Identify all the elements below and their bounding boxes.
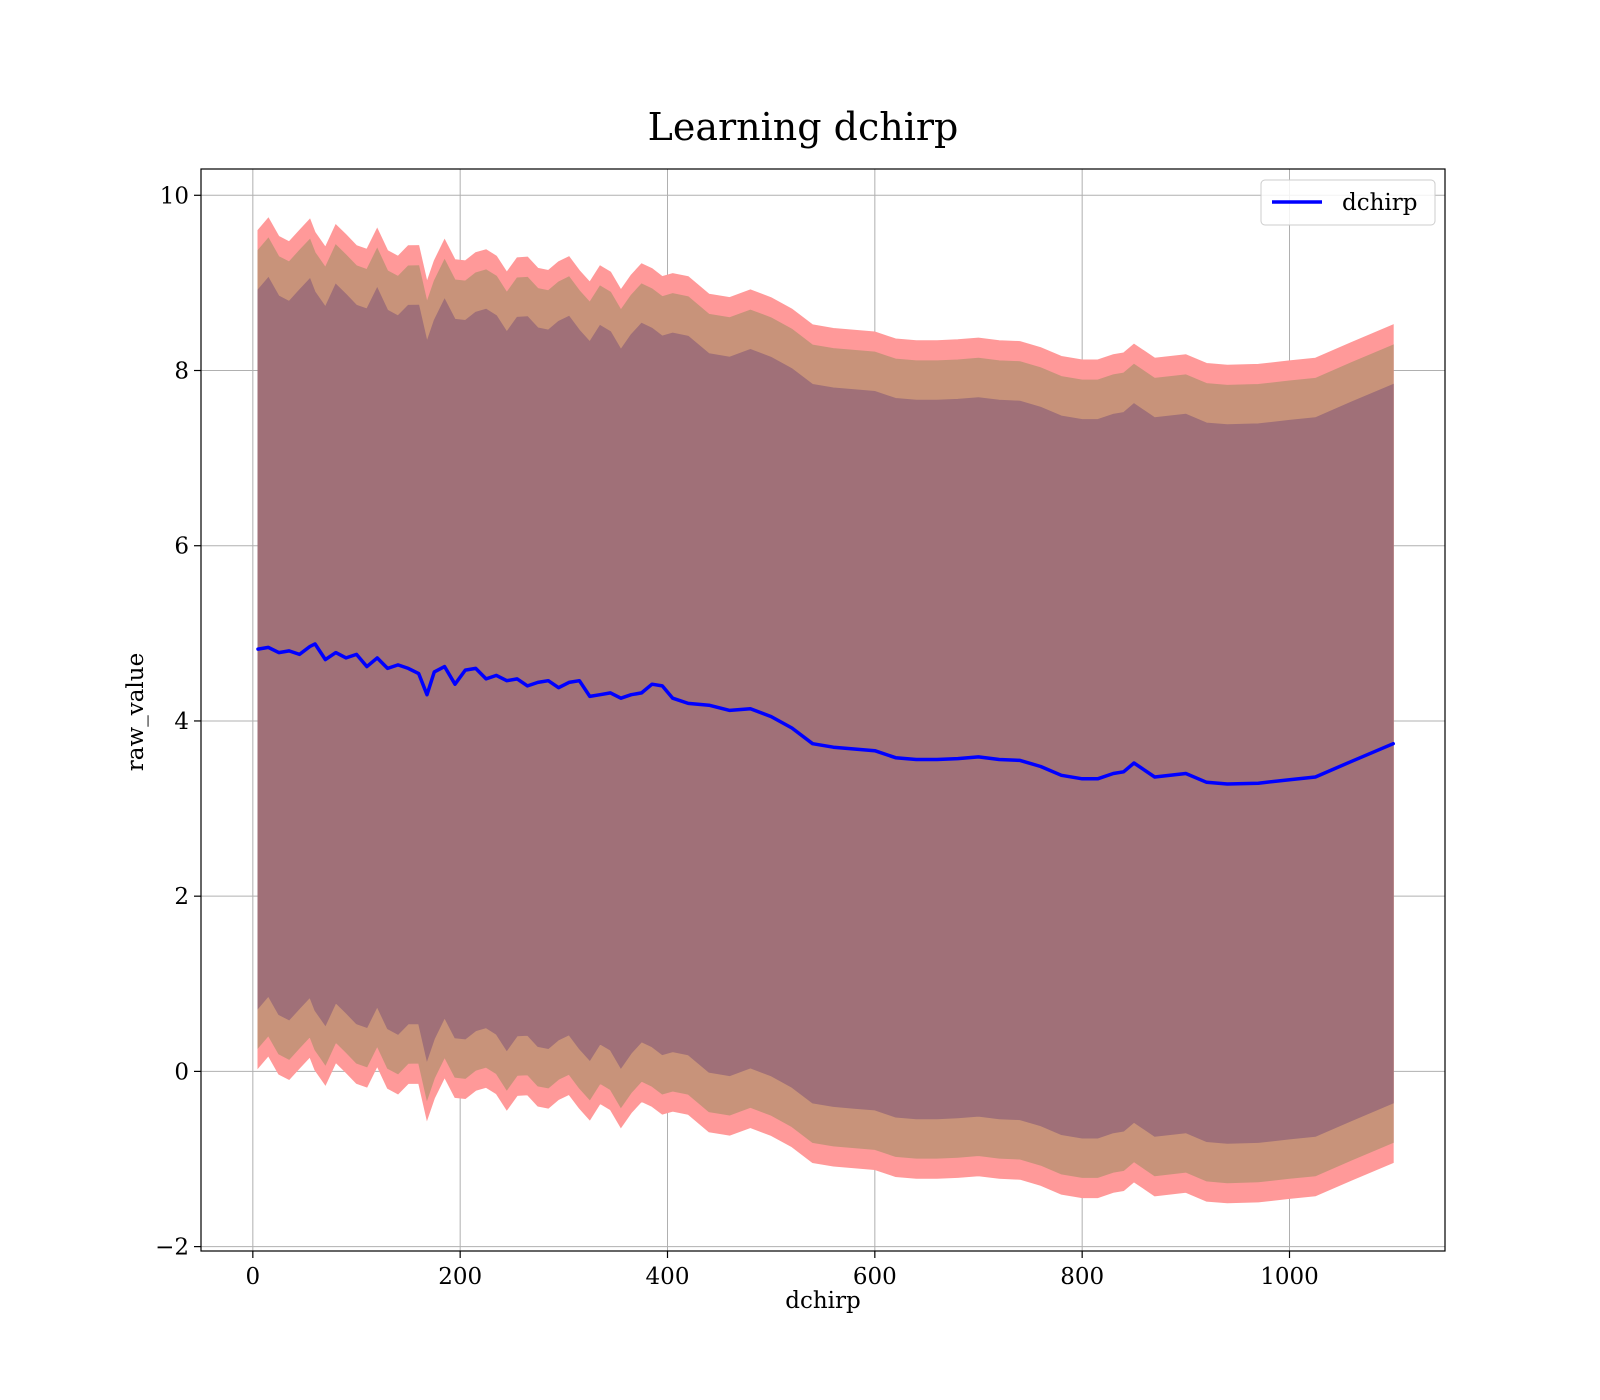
- x-tick-label: 800: [1060, 1264, 1104, 1290]
- y-tick-label: 8: [174, 359, 189, 385]
- y-tick-label: 6: [174, 534, 189, 560]
- x-tick-label: 1000: [1260, 1264, 1319, 1290]
- legend-box: [1260, 179, 1436, 226]
- legend-entry-dchirp: dchirp: [1342, 190, 1418, 216]
- chart-title: Learning dchirp: [648, 105, 959, 149]
- y-tick-label: 2: [174, 884, 189, 910]
- y-tick-label: −2: [155, 1235, 189, 1261]
- x-tick-label: 200: [438, 1264, 482, 1290]
- x-axis-label: dchirp: [785, 1288, 861, 1314]
- x-tick-label: 0: [246, 1264, 261, 1290]
- ticks-layer: 0 200 400 600 800 1000 −2 0 2 4 6 8 10: [155, 183, 1319, 1290]
- series-line-dchirp: [256, 642, 1395, 786]
- band-inner: [257, 276, 1394, 1144]
- x-tick-label: 400: [646, 1264, 690, 1290]
- bands-layer: [257, 217, 1394, 1204]
- line-layer: [256, 642, 1395, 786]
- y-tick-label: 4: [174, 709, 189, 735]
- legend: dchirp: [1260, 179, 1436, 226]
- y-tick-label: 0: [174, 1059, 189, 1085]
- y-tick-label: 10: [160, 183, 189, 209]
- y-axis-label: raw_value: [123, 653, 149, 771]
- plot-frame: [200, 168, 1446, 1252]
- x-tick-label: 600: [853, 1264, 897, 1290]
